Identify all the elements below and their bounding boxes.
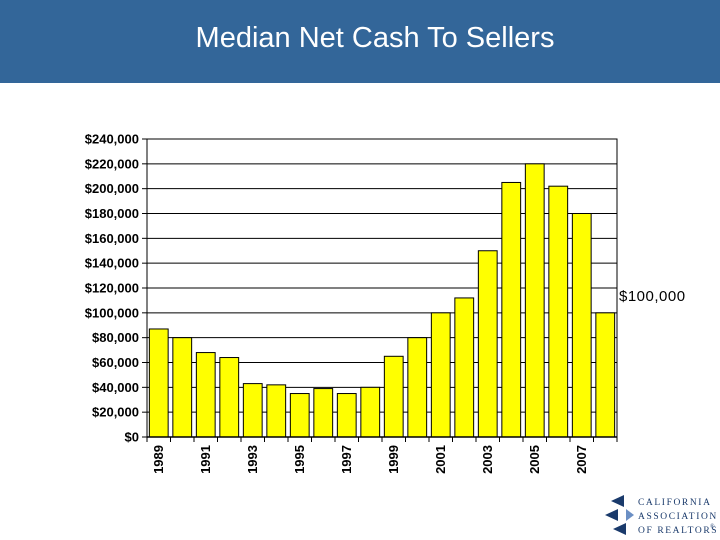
logo-line-3: OF REALTORS <box>638 526 718 536</box>
title-banner: Median Net Cash To Sellers <box>0 0 720 83</box>
bar-2003 <box>477 250 498 438</box>
y-tick-label: $160,000 <box>85 231 139 246</box>
y-tick-label: $120,000 <box>85 281 139 296</box>
bar-1998 <box>360 386 381 438</box>
bar-1993 <box>242 383 263 438</box>
x-tick-label: 2003 <box>480 445 495 474</box>
y-tick-label: $140,000 <box>85 256 139 271</box>
y-tick-label: $40,000 <box>92 380 139 395</box>
bar-2006 <box>548 185 569 438</box>
x-tick-label: 1997 <box>339 445 354 474</box>
logo-line-2: ASSOCIATION <box>638 512 718 522</box>
bar-2007 <box>571 213 592 438</box>
bar-1992 <box>219 357 240 438</box>
y-tick-label: $200,000 <box>85 181 139 196</box>
x-tick-label: 2007 <box>574 445 589 474</box>
bar-2000 <box>407 337 428 438</box>
x-tick-label: 1991 <box>198 445 213 474</box>
bar-2004 <box>501 181 522 438</box>
y-tick-label: $20,000 <box>92 405 139 420</box>
y-tick-label: $240,000 <box>85 132 139 147</box>
x-tick-label: 1989 <box>151 445 166 474</box>
bar-1989 <box>148 328 169 438</box>
y-tick-label: $180,000 <box>85 206 139 221</box>
y-tick-label: $0 <box>125 430 139 445</box>
x-tick-label: 2001 <box>433 445 448 474</box>
bar-2002 <box>454 297 475 438</box>
x-tick-label: 2005 <box>527 445 542 474</box>
bar-1994 <box>266 384 287 438</box>
bar-2001 <box>430 312 451 438</box>
bar-2008 <box>595 312 616 438</box>
y-tick-label: $220,000 <box>85 156 139 171</box>
logo-line-1: CALIFORNIA <box>638 498 712 508</box>
bar-1999 <box>383 355 404 438</box>
chart-annotation: $100,000 <box>619 288 686 305</box>
logo-registered-mark: ® <box>710 523 715 530</box>
bar-1991 <box>195 352 216 438</box>
car-logo: CALIFORNIA ASSOCIATION OF REALTORS ® <box>605 495 718 536</box>
bar-1997 <box>336 393 357 438</box>
bar-2005 <box>524 163 545 438</box>
x-tick-label: 1993 <box>245 445 260 474</box>
bar-1996 <box>313 388 334 438</box>
logo-mark-icon <box>605 495 634 535</box>
bar-1990 <box>172 337 193 438</box>
y-tick-label: $80,000 <box>92 330 139 345</box>
x-tick-label: 1999 <box>386 445 401 474</box>
page-title: Median Net Cash To Sellers <box>195 22 555 54</box>
bar-1995 <box>289 393 310 438</box>
y-tick-label: $100,000 <box>85 305 139 320</box>
x-tick-label: 1995 <box>292 445 307 474</box>
y-tick-label: $60,000 <box>92 355 139 370</box>
